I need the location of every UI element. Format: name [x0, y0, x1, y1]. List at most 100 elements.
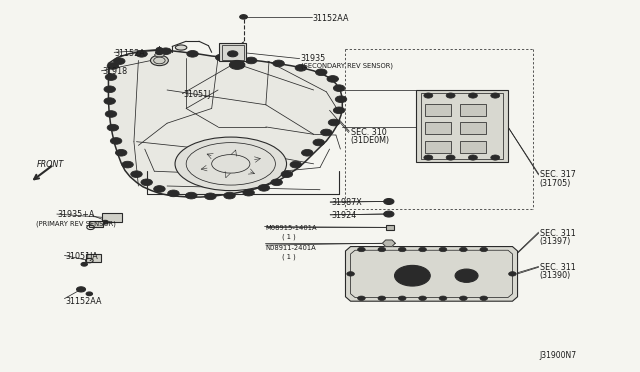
Circle shape [446, 93, 455, 98]
Circle shape [107, 62, 118, 69]
Circle shape [86, 292, 93, 296]
Circle shape [186, 192, 197, 199]
Circle shape [187, 51, 198, 57]
Circle shape [424, 155, 433, 160]
Bar [460, 122, 486, 134]
Text: (31705): (31705) [540, 179, 572, 187]
Circle shape [419, 247, 426, 252]
Circle shape [455, 269, 478, 282]
Circle shape [246, 57, 257, 64]
Text: SEC. 311: SEC. 311 [540, 229, 575, 238]
Circle shape [258, 185, 269, 191]
Ellipse shape [155, 53, 164, 57]
Circle shape [243, 189, 254, 196]
Text: SEC. 317: SEC. 317 [540, 170, 576, 179]
Circle shape [419, 296, 426, 301]
Text: 31051J: 31051J [183, 90, 211, 99]
Text: (31DE0M): (31DE0M) [351, 136, 390, 145]
Circle shape [358, 247, 365, 252]
Circle shape [378, 247, 386, 252]
Bar [415, 90, 508, 162]
Text: (31390): (31390) [540, 271, 571, 280]
Polygon shape [346, 247, 518, 301]
Bar [425, 104, 451, 116]
Text: SEC. 310: SEC. 310 [351, 128, 387, 137]
Circle shape [398, 247, 406, 252]
Ellipse shape [150, 55, 168, 65]
Circle shape [468, 93, 477, 98]
Circle shape [398, 296, 406, 301]
Text: 31152A: 31152A [115, 49, 145, 58]
Circle shape [230, 61, 245, 69]
Circle shape [321, 129, 332, 136]
Circle shape [424, 93, 433, 98]
Circle shape [358, 296, 365, 301]
Bar [460, 104, 486, 116]
Circle shape [468, 155, 477, 160]
Circle shape [113, 58, 125, 64]
Circle shape [216, 54, 227, 61]
Circle shape [290, 161, 301, 168]
Circle shape [328, 119, 340, 126]
Circle shape [228, 51, 238, 57]
Bar [222, 45, 244, 60]
Text: 31152AA: 31152AA [65, 297, 102, 306]
Circle shape [384, 199, 394, 205]
Circle shape [295, 64, 307, 71]
Bar [386, 225, 394, 230]
Circle shape [156, 48, 163, 51]
Circle shape [224, 192, 236, 199]
Circle shape [273, 60, 284, 67]
Text: ( 1 ): ( 1 ) [282, 254, 296, 260]
Circle shape [491, 155, 500, 160]
Circle shape [81, 262, 88, 266]
Text: 31924: 31924 [332, 211, 356, 220]
Bar [86, 254, 101, 262]
Circle shape [461, 273, 472, 279]
Circle shape [240, 15, 247, 19]
Circle shape [480, 247, 488, 252]
Bar [220, 44, 246, 61]
Circle shape [102, 220, 108, 224]
Circle shape [105, 111, 116, 117]
Text: M08915-1401A: M08915-1401A [266, 225, 317, 231]
Circle shape [110, 138, 122, 144]
Circle shape [402, 270, 422, 282]
Bar [102, 213, 122, 222]
Circle shape [168, 190, 179, 197]
Text: (SECONDARY REV SENSOR): (SECONDARY REV SENSOR) [301, 63, 393, 69]
Circle shape [509, 272, 516, 276]
Bar [425, 141, 451, 153]
Text: 31987X: 31987X [332, 198, 362, 207]
Circle shape [104, 86, 115, 93]
Bar [460, 141, 486, 153]
Circle shape [160, 48, 172, 55]
Circle shape [333, 107, 345, 113]
Circle shape [154, 186, 165, 192]
Circle shape [384, 211, 394, 217]
Circle shape [271, 179, 282, 186]
Circle shape [141, 179, 152, 186]
Circle shape [156, 50, 163, 55]
Circle shape [439, 247, 447, 252]
Text: ( 1 ): ( 1 ) [282, 234, 296, 240]
Text: FRONT: FRONT [36, 160, 64, 169]
Text: (31397): (31397) [540, 237, 572, 246]
Text: N08911-2401A: N08911-2401A [266, 245, 317, 251]
Circle shape [460, 296, 467, 301]
Text: J31900N7: J31900N7 [540, 350, 577, 360]
Polygon shape [108, 50, 342, 197]
Circle shape [347, 272, 355, 276]
Circle shape [480, 296, 488, 301]
Circle shape [333, 85, 345, 92]
Circle shape [313, 139, 324, 146]
Circle shape [115, 150, 127, 156]
Circle shape [281, 171, 292, 177]
Circle shape [122, 161, 133, 168]
Circle shape [104, 98, 115, 105]
Circle shape [378, 296, 386, 301]
Ellipse shape [175, 45, 187, 50]
Polygon shape [383, 240, 395, 246]
Text: (PRIMARY REV SENSOR): (PRIMARY REV SENSOR) [36, 221, 116, 227]
Text: 31918: 31918 [102, 67, 127, 76]
